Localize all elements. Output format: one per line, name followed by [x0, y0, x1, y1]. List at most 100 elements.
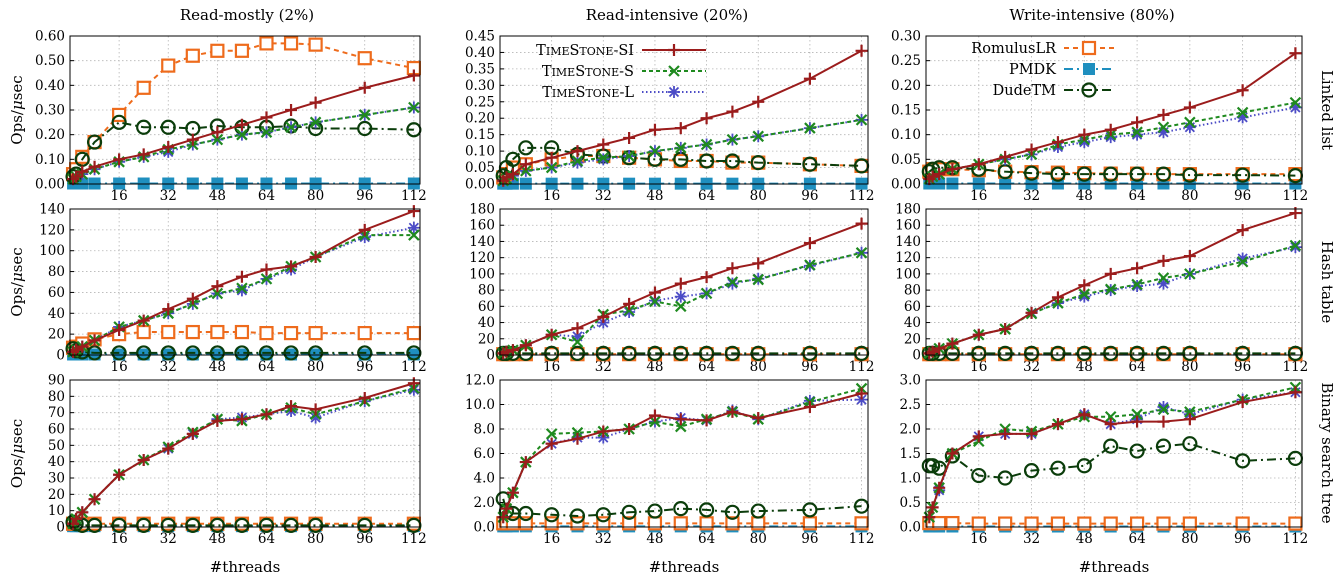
y-axis-label: Ops/μsec [8, 75, 26, 144]
y-tick-label: 0.60 [35, 29, 65, 45]
y-tick-label: 20 [904, 331, 921, 347]
series-timestone-s [497, 247, 868, 360]
data-point-timestone-si [235, 118, 248, 131]
data-point-dudetm [569, 345, 586, 361]
data-point-timestone-s [1236, 106, 1249, 119]
y-tick-label: 0 [912, 348, 921, 364]
data-point-dudetm [1050, 166, 1066, 182]
x-tick-label: 80 [1181, 531, 1198, 547]
x-tick-label: 80 [750, 531, 767, 547]
x-tick-label: 112 [1283, 531, 1309, 547]
data-point-timestone-si [260, 408, 273, 421]
y-tick-label: 0.5 [900, 495, 921, 511]
data-point-dudetm [111, 114, 127, 130]
data-point-timestone-l [597, 431, 610, 444]
series-line-dudetm [502, 498, 862, 517]
data-point-dudetm [160, 345, 176, 361]
data-point-timestone-si [1051, 136, 1064, 149]
data-point-timestone-si [623, 131, 636, 144]
data-point-timestone-si [648, 409, 661, 422]
data-point-timestone-s [1184, 406, 1196, 418]
data-point-dudetm [1235, 167, 1251, 183]
y-tick-label: 20 [48, 487, 65, 503]
data-point-romuluslr [1050, 516, 1066, 531]
data-point-timestone-si [1157, 254, 1170, 267]
data-point-dudetm [209, 345, 225, 361]
x-tick-label: 32 [595, 188, 612, 204]
legend-entry-timestone-si: TIMESTONE-SI [536, 43, 706, 59]
x-tick-label: 64 [698, 188, 715, 204]
data-point-timestone-si [113, 323, 126, 336]
legend-label-part: TONE [579, 45, 613, 58]
legend-label: TIMESTONE-SI [536, 43, 634, 59]
x-tick-label: 16 [543, 531, 560, 547]
data-point-dudetm [724, 153, 741, 169]
y-tick-label: 40 [48, 306, 65, 322]
series-timestone-si [67, 377, 420, 530]
data-point-timestone-si [137, 148, 150, 161]
legend-marker [1081, 82, 1097, 98]
data-point-dudetm [647, 503, 663, 519]
data-point-timestone-s [1289, 96, 1302, 109]
legend-label-part: -S [619, 64, 634, 80]
data-point-timestone-si [946, 163, 959, 176]
data-point-timestone-si [285, 400, 298, 413]
data-point-timestone-s [1131, 278, 1143, 291]
y-tick-label: 100 [469, 266, 495, 282]
y-tick-label: 0.0 [900, 520, 921, 536]
data-point-timestone-s [700, 287, 713, 300]
data-point-dudetm [698, 345, 715, 361]
data-point-romuluslr [1103, 516, 1118, 531]
data-point-dudetm [595, 345, 611, 361]
data-point-romuluslr [283, 36, 299, 51]
legend-label-part: TONE [585, 87, 619, 100]
data-point-timestone-si [571, 322, 584, 335]
series-timestone-si [497, 387, 868, 524]
data-point-timestone-si [162, 141, 175, 153]
data-point-romuluslr [161, 58, 176, 73]
data-point-timestone-l [571, 330, 584, 343]
x-tick-label: 32 [595, 359, 612, 375]
data-point-dudetm [698, 502, 715, 518]
x-tick-label: 112 [1283, 188, 1309, 204]
column-title-read-intensive: Read-intensive (20%) [586, 6, 748, 24]
data-point-timestone-si [623, 423, 636, 435]
data-point-romuluslr [185, 48, 200, 63]
data-point-dudetm [308, 517, 324, 533]
data-point-timestone-s [855, 247, 868, 259]
y-tick-label: 20 [48, 327, 65, 343]
x-axis-label: #threads [210, 558, 281, 576]
data-point-timestone-s [649, 145, 661, 157]
y-tick-label: 4.0 [474, 471, 495, 487]
data-point-dudetm [1129, 345, 1145, 361]
y-tick-label: 0.15 [891, 103, 921, 119]
data-point-dudetm [160, 517, 176, 533]
data-point-romuluslr [699, 516, 714, 531]
y-tick-label: 0.10 [465, 144, 495, 160]
x-tick-label: 32 [1023, 359, 1040, 375]
data-point-timestone-l [1289, 241, 1302, 254]
y-tick-label: 40 [478, 315, 495, 331]
x-tick-label: 48 [646, 188, 663, 204]
series-romuluslr [496, 516, 869, 531]
legend-marker [1081, 40, 1097, 56]
data-point-timestone-si [752, 257, 765, 270]
data-point-dudetm [1155, 438, 1172, 454]
series-line-timestone-l [72, 388, 415, 525]
data-point-timestone-l [1131, 128, 1144, 141]
data-point-timestone-s [752, 130, 765, 143]
data-point-timestone-s [700, 138, 713, 151]
data-point-timestone-l [1183, 121, 1196, 134]
x-tick-label: 80 [307, 359, 324, 375]
data-point-dudetm [160, 119, 176, 135]
x-tick-label: 96 [356, 188, 373, 204]
data-point-timestone-si [803, 72, 816, 85]
data-point-timestone-s [1104, 283, 1117, 296]
data-point-timestone-si [260, 263, 273, 276]
data-point-timestone-si [597, 425, 610, 438]
data-point-timestone-si [1289, 47, 1302, 60]
series-dudetm [65, 114, 422, 185]
data-point-romuluslr [1156, 516, 1171, 531]
data-point-timestone-s [309, 116, 322, 129]
